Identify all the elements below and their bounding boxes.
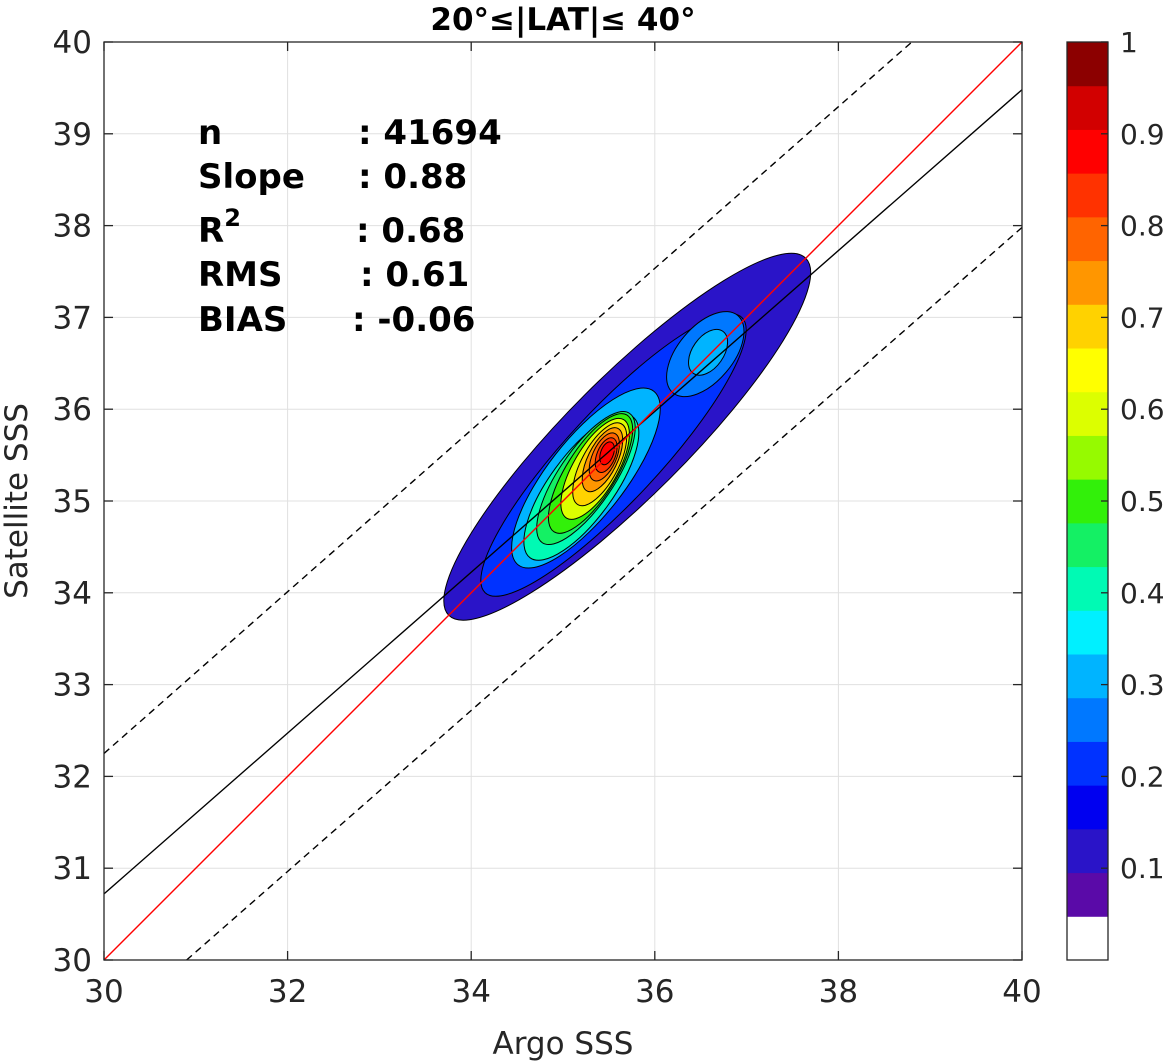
grid-lines — [103, 41, 1023, 961]
colorbar-swatch — [1067, 216, 1108, 262]
colorbar-swatch — [1067, 785, 1108, 830]
colorbar-tick-label: 1 — [1120, 26, 1138, 59]
y-tick-label: 32 — [53, 759, 92, 795]
y-tick-label: 36 — [53, 392, 92, 428]
x-tick-label: 36 — [635, 974, 674, 1010]
stat-label: R2 — [198, 204, 241, 251]
one-to-one-line — [104, 42, 1022, 960]
stat-value: : 41694 — [358, 113, 502, 153]
stat-label: Slope — [198, 157, 305, 197]
reference-lines — [104, 42, 1022, 960]
y-tick-label: 37 — [53, 300, 92, 336]
stat-label: n — [198, 113, 222, 153]
colorbar-swatch — [1067, 522, 1108, 568]
y-tick-label: 31 — [53, 851, 92, 887]
colorbar-swatch — [1067, 173, 1108, 218]
x-axis-title: Argo SSS — [493, 1026, 634, 1062]
stat-label: BIAS — [198, 300, 287, 340]
plot-title: 20°≤|LAT|≤ 40° — [430, 2, 695, 38]
colorbar-tick-label: 0.6 — [1120, 393, 1165, 426]
x-tick-label: 38 — [819, 974, 858, 1010]
y-tick-label: 34 — [53, 576, 92, 612]
colorbar-swatch — [1067, 654, 1108, 699]
colorbar-swatch — [1067, 697, 1108, 742]
colorbar-swatch — [1067, 741, 1108, 786]
stat-value: : -0.06 — [352, 300, 475, 340]
colorbar-tick-label: 0.3 — [1120, 669, 1165, 702]
colorbar-tick-label: 0.4 — [1120, 577, 1165, 610]
colorbar-swatch — [1067, 916, 1108, 961]
colorbar-tick-label: 0.1 — [1120, 852, 1165, 885]
colorbar-swatch — [1067, 610, 1108, 655]
colorbar-tick-label: 0.2 — [1120, 760, 1165, 793]
y-tick-label: 40 — [53, 25, 92, 61]
stat-label: RMS — [198, 255, 283, 295]
colorbar-swatch — [1067, 42, 1108, 87]
lower-bound-line — [186, 226, 1022, 960]
x-tick-label: 30 — [84, 974, 123, 1010]
colorbar-swatch — [1067, 85, 1108, 130]
axis-ticks: 30 32 34 36 38 40 30 31 32 33 34 35 36 37 38 39 40 — [53, 25, 1042, 1010]
y-tick-label: 39 — [53, 117, 92, 153]
colorbar-tick-label: 0.8 — [1120, 210, 1165, 243]
x-tick-label: 40 — [1002, 974, 1041, 1010]
colorbar-swatch — [1067, 828, 1108, 874]
y-tick-label: 33 — [53, 668, 92, 704]
statistics-box: n : 41694 Slope : 0.88 R2 : 0.68 RMS : 0.61 BIAS… — [198, 113, 502, 340]
colorbar-tick-label: 0.5 — [1120, 485, 1165, 518]
y-tick-label: 38 — [53, 209, 92, 245]
stat-value: : 0.61 — [360, 255, 469, 295]
stat-value: : 0.68 — [356, 211, 465, 251]
regression-line — [104, 89, 1022, 895]
density-contour — [688, 328, 729, 376]
colorbar-tick-label: 0.7 — [1120, 301, 1165, 334]
x-tick-label: 32 — [268, 974, 307, 1010]
colorbar-swatch — [1067, 129, 1108, 174]
colorbar-swatch — [1067, 872, 1108, 917]
y-axis-title: Satellite SSS — [0, 403, 35, 599]
colorbar-tick-label: 0.9 — [1120, 118, 1165, 151]
y-tick-label: 35 — [53, 484, 92, 520]
x-tick-label: 34 — [451, 974, 490, 1010]
stat-value: : 0.88 — [358, 157, 467, 197]
y-tick-label: 30 — [53, 943, 92, 979]
colorbar-swatch — [1067, 260, 1108, 305]
colorbar-swatch — [1067, 435, 1108, 480]
colorbar-swatch — [1067, 304, 1108, 349]
colorbar-swatch — [1067, 566, 1108, 611]
colorbar: 0.1 0.2 0.3 0.4 0.5 0.6 0.7 0.8 0.9 1 — [1066, 26, 1165, 961]
colorbar-swatch — [1067, 391, 1108, 436]
colorbar-swatch — [1067, 348, 1108, 393]
